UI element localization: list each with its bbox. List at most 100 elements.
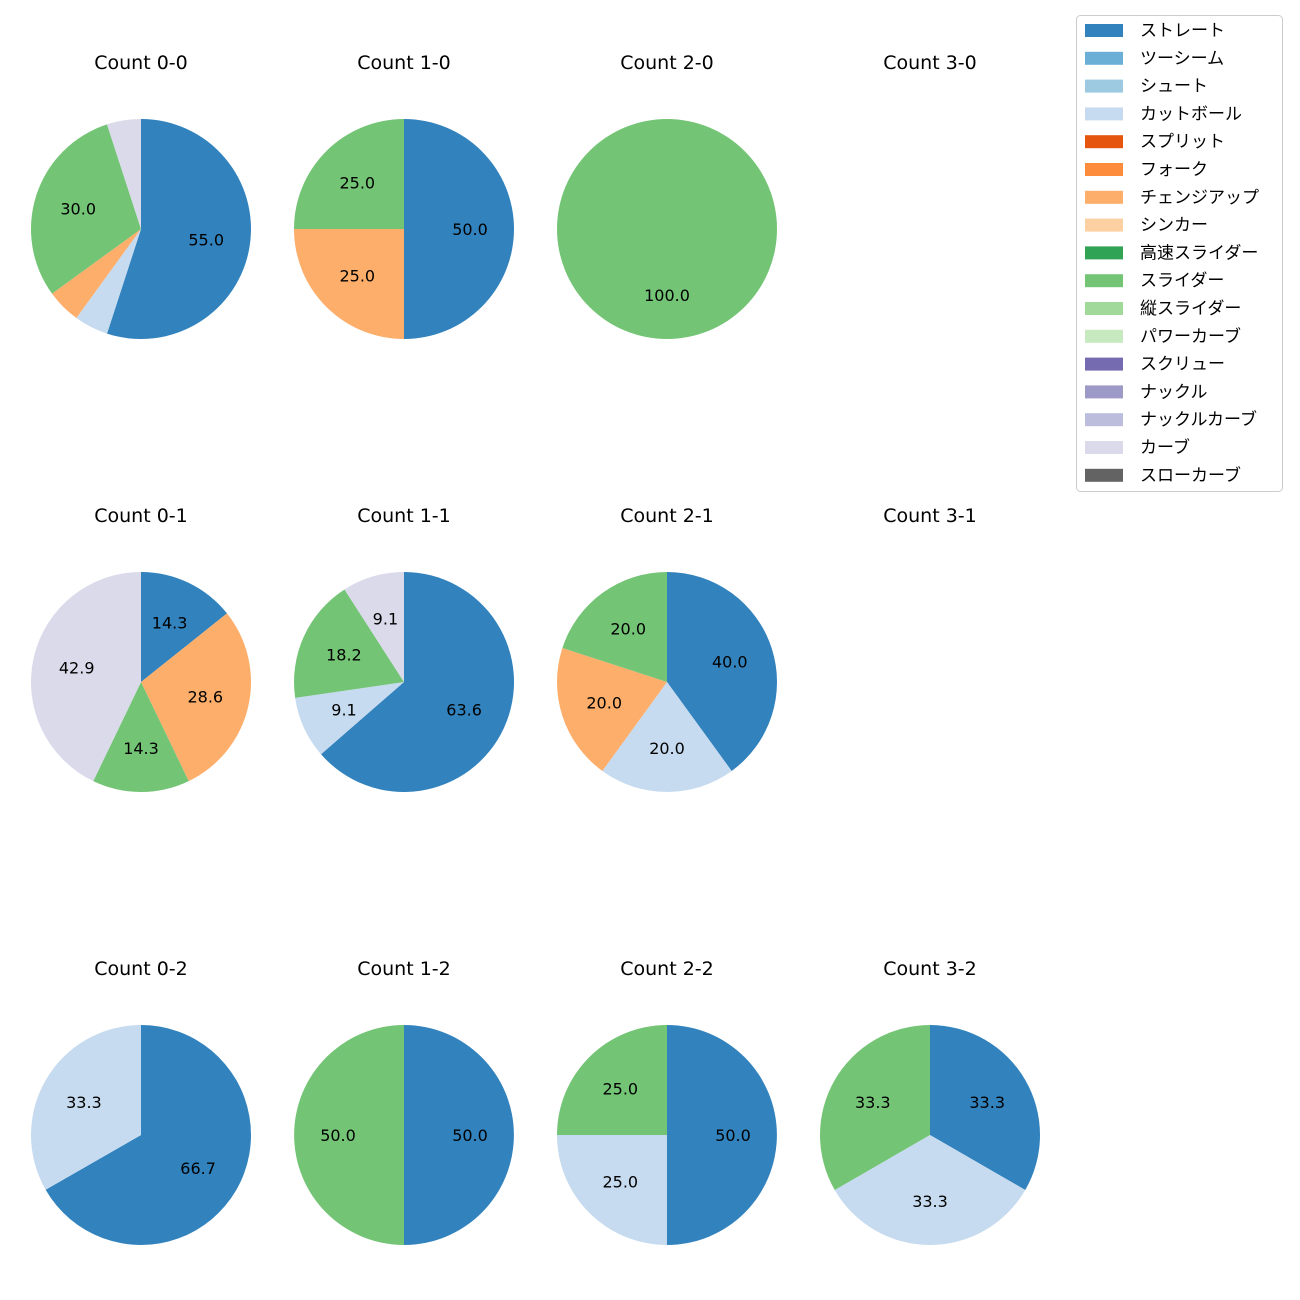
pie-slice <box>141 572 227 682</box>
legend-label: フォーク <box>1140 160 1208 180</box>
pie-slice <box>30 1025 142 1190</box>
legend-frame <box>1076 15 1283 492</box>
slice-label: 33.3 <box>912 1192 948 1211</box>
chart-title: Count 0-2 <box>94 958 188 980</box>
slice-label: 14.3 <box>123 739 159 758</box>
slice-label: 20.0 <box>649 739 685 758</box>
legend-swatch <box>1085 51 1123 65</box>
legend-swatch <box>1085 385 1123 399</box>
slice-label: 66.7 <box>180 1159 216 1178</box>
slice-label: 33.3 <box>969 1093 1005 1112</box>
legend-swatch <box>1085 468 1123 482</box>
legend-swatch <box>1085 218 1123 232</box>
legend-label: ナックル <box>1140 382 1208 402</box>
pie-slice <box>30 571 141 782</box>
legend-swatch <box>1085 274 1123 288</box>
pie-slice <box>141 613 251 782</box>
legend-label: 高速スライダー <box>1140 243 1258 263</box>
legend-label: スローカーブ <box>1140 465 1241 486</box>
slice-label: 42.9 <box>59 658 95 677</box>
legend-swatch <box>1085 302 1123 315</box>
legend-label: カーブ <box>1140 437 1190 458</box>
legend-swatch <box>1085 163 1123 176</box>
pie-chart-count-2-1: Count 2-1 40.0 20.0 20.0 20.0 <box>556 505 778 793</box>
pie-slice <box>107 119 141 229</box>
pie-chart-count-2-0: Count 2-0 100.0 <box>557 52 777 339</box>
pie-chart-count-1-1: Count 1-1 63.6 9.1 18.2 9.1 <box>294 505 515 793</box>
slice-label: 50.0 <box>452 220 488 239</box>
pie-slice <box>557 1135 667 1245</box>
pie-slice <box>295 682 404 755</box>
slice-label: 33.3 <box>66 1093 102 1112</box>
slice-label: 14.3 <box>152 614 188 633</box>
pie-slice <box>667 1025 777 1245</box>
chart-title: Count 0-0 <box>94 52 188 74</box>
slice-label: 25.0 <box>602 1173 638 1192</box>
pie-slice <box>294 1025 404 1245</box>
legend-label: ツーシーム <box>1140 49 1224 69</box>
slice-label: 33.3 <box>855 1093 891 1112</box>
chart-title: Count 1-2 <box>357 958 451 980</box>
slice-label: 18.2 <box>326 646 362 665</box>
pie-chart-count-0-2: Count 0-2 66.7 33.3 <box>30 958 251 1245</box>
pie-slice <box>557 1025 667 1135</box>
legend-swatch <box>1085 79 1123 93</box>
pie-chart-count-3-1: Count 3-1 <box>883 505 977 527</box>
legend-label: チェンジアップ <box>1140 188 1259 208</box>
legend-swatch <box>1085 107 1123 121</box>
slice-label: 50.0 <box>452 1126 488 1145</box>
legend-label: パワーカーブ <box>1140 326 1241 347</box>
pie-slice <box>294 229 404 339</box>
pie-slice <box>562 572 667 682</box>
legend-label: スプリット <box>1140 132 1225 152</box>
pie-chart-count-3-2: Count 3-2 33.3 33.3 33.3 <box>820 958 1040 1245</box>
legend-label: ストレート <box>1140 21 1225 41</box>
pie-chart-count-0-0: Count 0-0 55.0 30.0 <box>30 52 251 339</box>
legend-swatch <box>1085 246 1123 260</box>
legend-label: 縦スライダー <box>1140 299 1241 319</box>
pie-slice <box>93 682 189 793</box>
legend-swatch <box>1085 441 1123 454</box>
pie-slice <box>344 572 404 682</box>
pie-slice <box>294 589 404 698</box>
slice-label: 28.6 <box>187 688 223 707</box>
chart-title: Count 3-2 <box>883 958 977 980</box>
pie-slice <box>834 1135 1026 1245</box>
chart-title: Count 1-1 <box>357 505 451 527</box>
slice-label: 50.0 <box>715 1126 751 1145</box>
legend: ストレートツーシームシュートカットボールスプリットフォークチェンジアップシンカー… <box>1076 15 1283 492</box>
pie-slice <box>30 124 141 294</box>
legend-label: スクリュー <box>1140 355 1225 375</box>
pie-slice <box>820 1025 930 1190</box>
pie-slice <box>557 119 777 339</box>
pie-chart-count-0-1: Count 0-1 14.3 28.6 14.3 42.9 <box>30 505 251 793</box>
pie-slice <box>52 229 142 318</box>
pie-chart-count-2-2: Count 2-2 50.0 25.0 25.0 <box>557 958 777 1245</box>
legend-swatch <box>1085 135 1123 149</box>
slice-label: 63.6 <box>446 700 482 719</box>
chart-title: Count 1-0 <box>357 52 451 74</box>
pie-slice <box>404 119 514 339</box>
legend-swatch <box>1085 357 1123 371</box>
legend-label: シュート <box>1140 77 1208 97</box>
slice-label: 25.0 <box>339 173 375 192</box>
slice-label: 9.1 <box>331 701 356 720</box>
pie-chart-count-1-0: Count 1-0 50.0 25.0 25.0 <box>294 52 514 339</box>
legend-swatch <box>1085 329 1123 343</box>
chart-title: Count 2-2 <box>620 958 714 980</box>
pie-chart-count-1-2: Count 1-2 50.0 50.0 <box>294 958 514 1245</box>
chart-title: Count 3-0 <box>883 52 977 74</box>
legend-label: シンカー <box>1140 216 1208 236</box>
legend-swatch <box>1085 24 1123 37</box>
slice-label: 25.0 <box>602 1079 638 1098</box>
pie-slice <box>294 119 404 229</box>
pie-slice <box>107 119 251 339</box>
slice-label: 100.0 <box>644 286 690 305</box>
slice-label: 40.0 <box>712 653 748 672</box>
legend-label: スライダー <box>1140 271 1224 291</box>
chart-title: Count 2-0 <box>620 52 714 74</box>
chart-title: Count 2-1 <box>620 505 714 527</box>
slice-label: 50.0 <box>320 1126 356 1145</box>
